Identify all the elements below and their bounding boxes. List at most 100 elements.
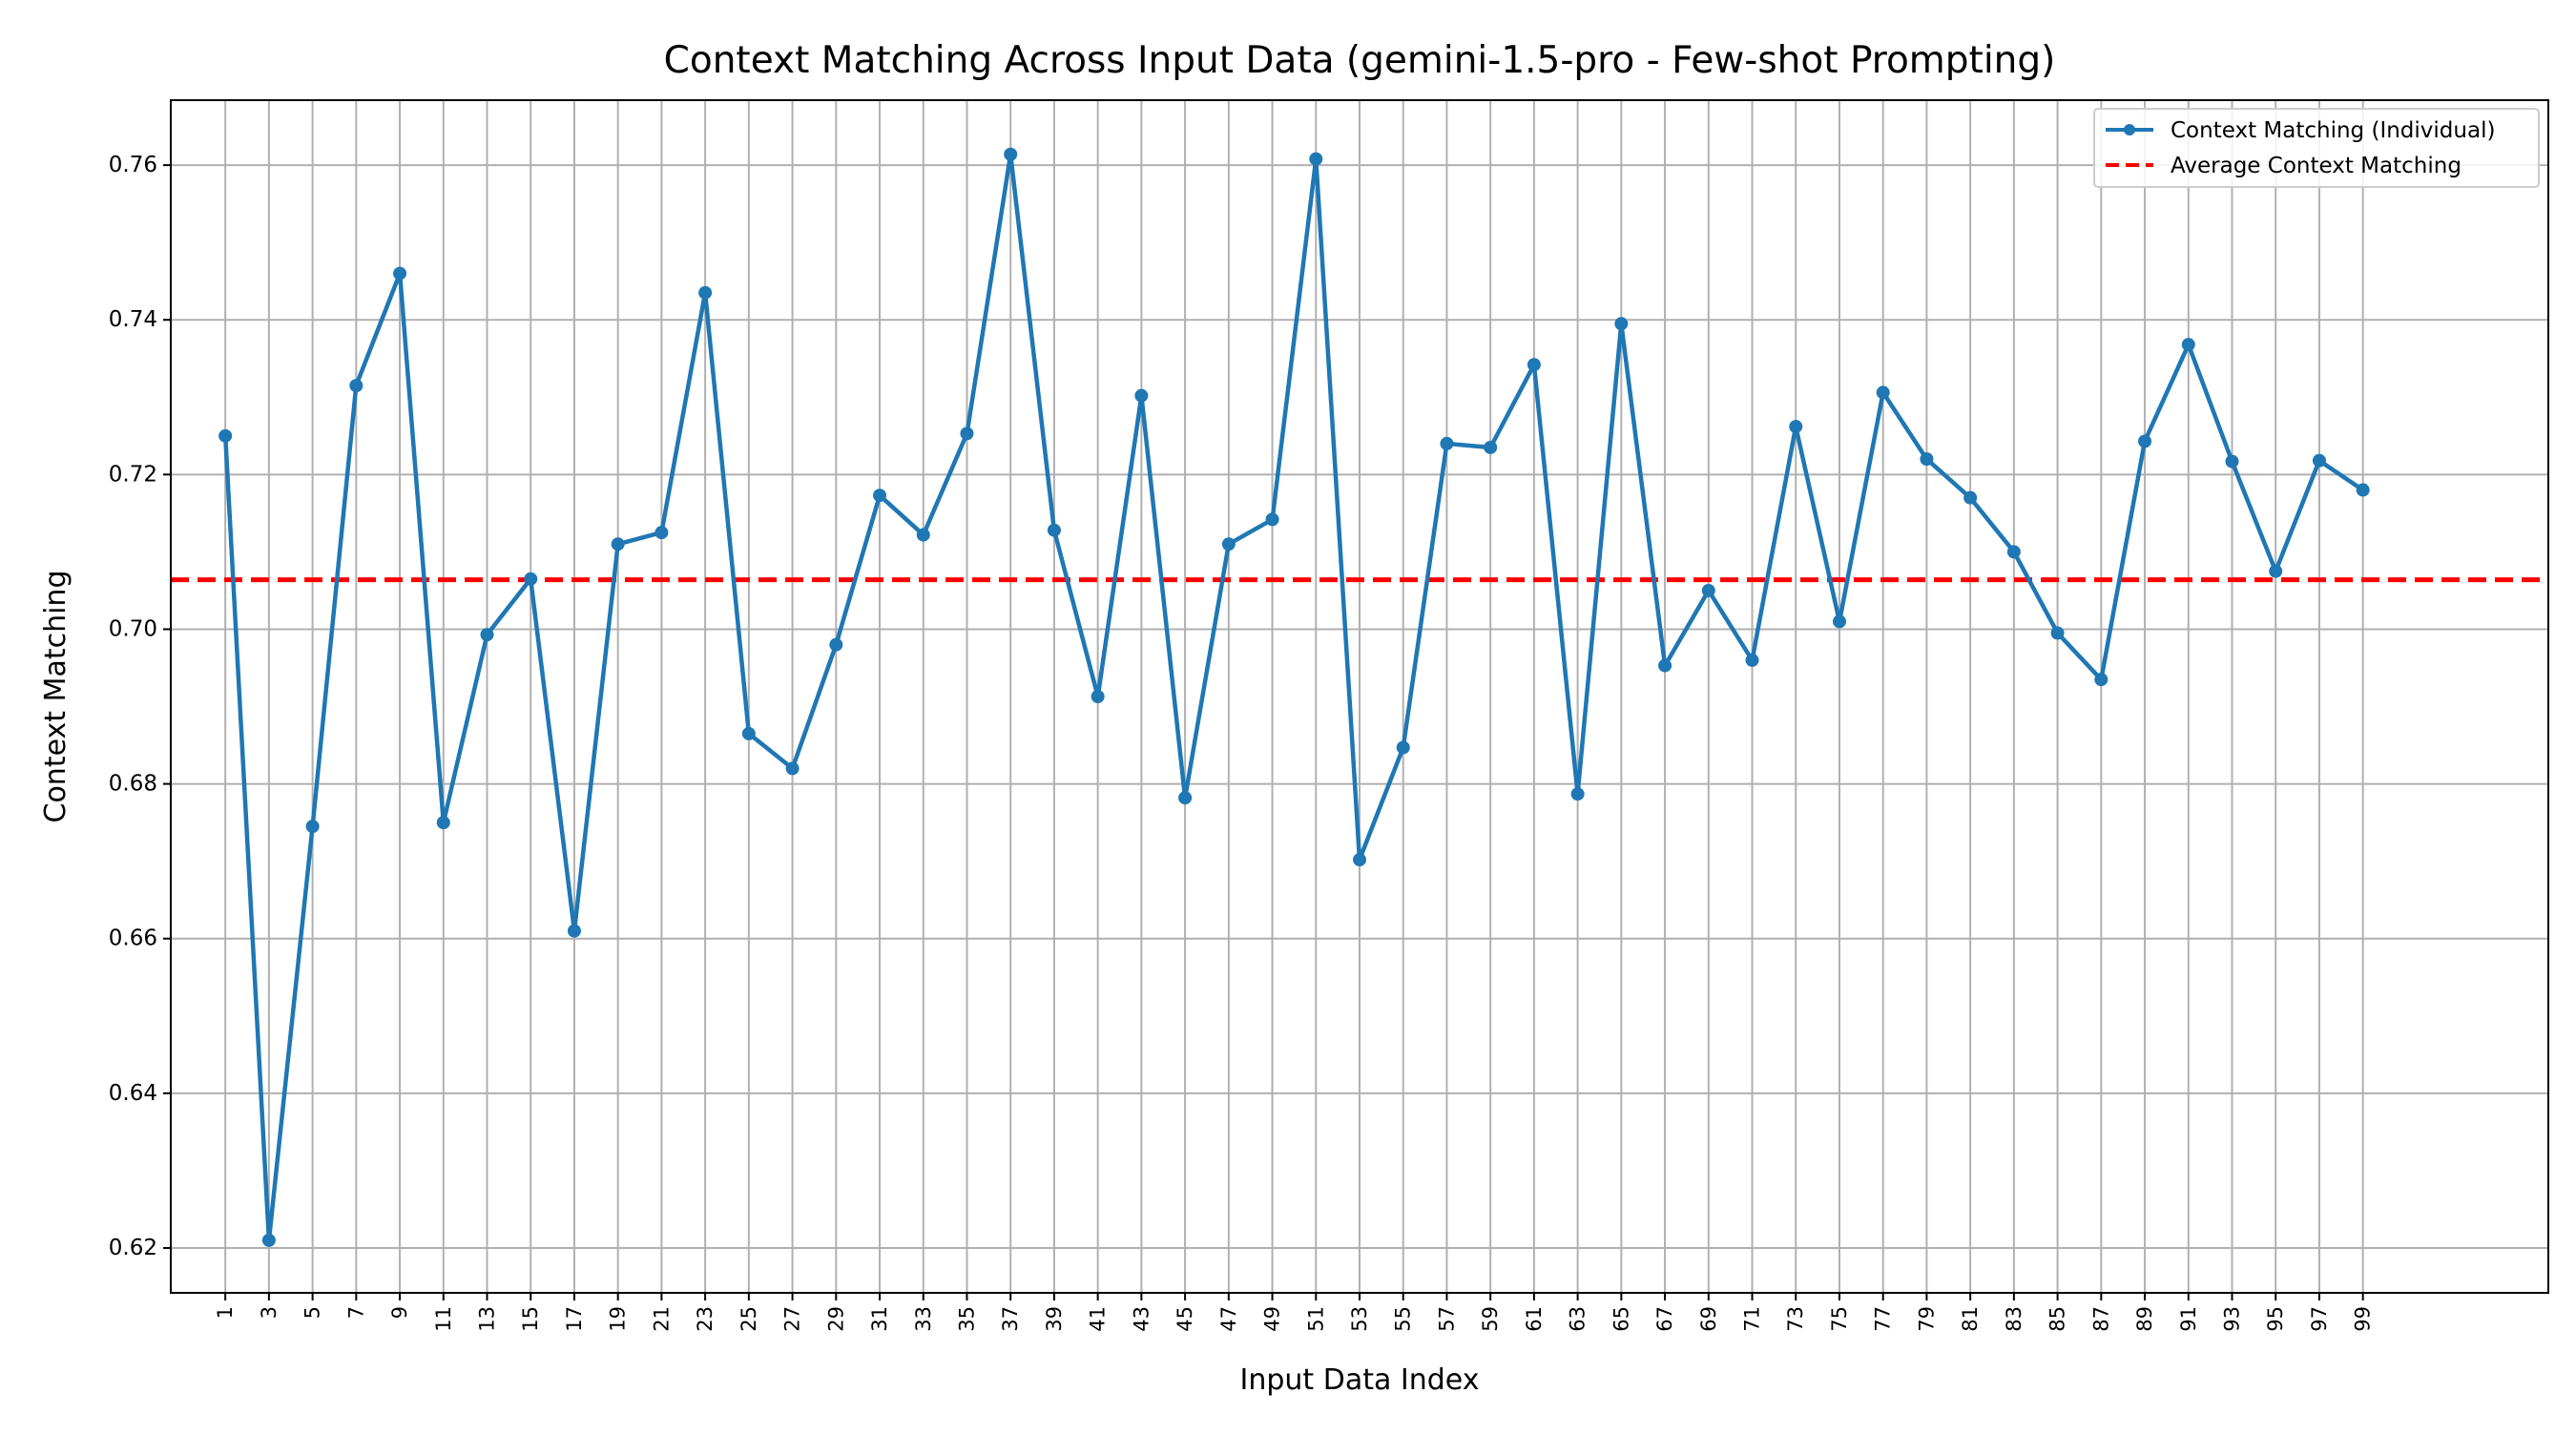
data-point (873, 489, 887, 503)
x-tick-label: 13 (476, 1306, 499, 1332)
data-point (1004, 147, 1018, 161)
series-layer (218, 147, 2370, 1247)
data-point (1570, 787, 1585, 801)
x-tick-label: 9 (388, 1306, 411, 1319)
x-tick-label: 33 (912, 1306, 935, 1332)
y-tick-label: 0.72 (109, 462, 157, 487)
data-point (2094, 673, 2109, 687)
x-tick-label: 39 (1043, 1306, 1066, 1332)
data-point (829, 637, 843, 652)
data-point (480, 628, 494, 642)
x-tick-label: 93 (2220, 1306, 2243, 1332)
x-tick-label: 35 (955, 1306, 978, 1332)
x-tick-label: 77 (1872, 1306, 1895, 1332)
data-point (218, 428, 233, 443)
y-tick-label: 0.74 (109, 307, 157, 332)
x-tick-label: 45 (1174, 1306, 1196, 1332)
x-tick-label: 57 (1435, 1306, 1458, 1332)
data-point (1047, 523, 1061, 537)
data-point (1396, 740, 1410, 755)
data-point (1963, 490, 1978, 505)
data-point (1527, 358, 1541, 372)
data-point (1309, 152, 1323, 166)
y-tick-label: 0.70 (109, 616, 157, 641)
y-tick-label: 0.76 (109, 153, 157, 177)
x-tick-label: 89 (2133, 1306, 2156, 1332)
data-point (2269, 564, 2283, 578)
x-tick-label: 37 (999, 1306, 1022, 1332)
data-point (916, 528, 930, 542)
data-point (1134, 388, 1149, 403)
data-point (2312, 453, 2326, 468)
legend: Context Matching (Individual) Average Co… (2093, 108, 2540, 188)
data-point (261, 1233, 276, 1247)
data-point (1484, 440, 1498, 454)
data-point (2356, 483, 2370, 497)
data-point (741, 726, 756, 740)
x-tick-label: 55 (1392, 1306, 1415, 1332)
data-point (567, 924, 581, 938)
data-point (1832, 614, 1846, 629)
x-tick-label: 95 (2264, 1306, 2287, 1332)
chart-title: Context Matching Across Input Data (gemi… (664, 39, 2056, 82)
data-point (1614, 317, 1629, 331)
data-point (2225, 454, 2239, 468)
data-point (349, 379, 364, 393)
x-tick-label: 81 (1959, 1306, 1982, 1332)
data-point (2138, 434, 2152, 448)
x-tick-label: 17 (563, 1306, 586, 1332)
x-tick-label: 5 (301, 1306, 324, 1319)
x-tick-label: 67 (1653, 1306, 1676, 1332)
x-tick-label: 65 (1610, 1306, 1632, 1332)
x-tick-label: 63 (1567, 1306, 1589, 1332)
data-point (1353, 853, 1366, 867)
x-tick-label: 25 (737, 1306, 760, 1332)
x-tick-label: 87 (2089, 1306, 2112, 1332)
legend-marker-individual (2124, 124, 2135, 135)
x-tick-label: 69 (1697, 1306, 1720, 1332)
x-tick-label: 75 (1828, 1306, 1851, 1332)
x-tick-label: 99 (2352, 1306, 2375, 1332)
x-tick-label: 51 (1304, 1306, 1327, 1332)
x-tick-label: 97 (2308, 1306, 2331, 1332)
data-point (785, 761, 800, 776)
data-point (1265, 512, 1279, 527)
y-ticks: 0.62 0.64 0.66 0.68 0.70 0.72 0.74 0.76 (109, 153, 171, 1260)
data-point (611, 537, 625, 551)
x-tick-label: 11 (432, 1306, 455, 1332)
legend-box (2093, 108, 2540, 188)
data-point (1658, 658, 1672, 673)
x-tick-label: 59 (1479, 1306, 1502, 1332)
x-tick-label: 29 (824, 1306, 847, 1332)
data-point (2181, 338, 2195, 352)
x-tick-label: 19 (607, 1306, 630, 1332)
x-tick-label: 53 (1348, 1306, 1371, 1332)
x-tick-label: 1 (214, 1306, 237, 1319)
x-tick-label: 71 (1741, 1306, 1764, 1332)
x-tick-label: 41 (1087, 1306, 1110, 1332)
x-tick-label: 85 (2046, 1306, 2069, 1332)
data-point (436, 816, 450, 830)
data-point (654, 526, 669, 540)
y-tick-label: 0.64 (109, 1081, 157, 1106)
grid (171, 100, 2548, 1293)
x-tick-label: 15 (519, 1306, 542, 1332)
x-tick-label: 61 (1523, 1306, 1546, 1332)
data-point (2050, 626, 2065, 640)
x-tick-label: 3 (258, 1306, 280, 1319)
data-point (1745, 653, 1759, 667)
data-point (1178, 791, 1193, 805)
x-tick-label: 73 (1784, 1306, 1807, 1332)
x-tick-label: 83 (2003, 1306, 2025, 1332)
data-point (524, 572, 538, 586)
data-point (698, 285, 713, 300)
data-point (960, 426, 974, 441)
x-tick-label: 27 (781, 1306, 804, 1332)
x-tick-label: 91 (2177, 1306, 2200, 1332)
series-line-individual (222, 152, 2364, 1243)
data-point (1221, 537, 1236, 551)
y-tick-label: 0.68 (109, 772, 157, 797)
data-point (2006, 545, 2021, 559)
